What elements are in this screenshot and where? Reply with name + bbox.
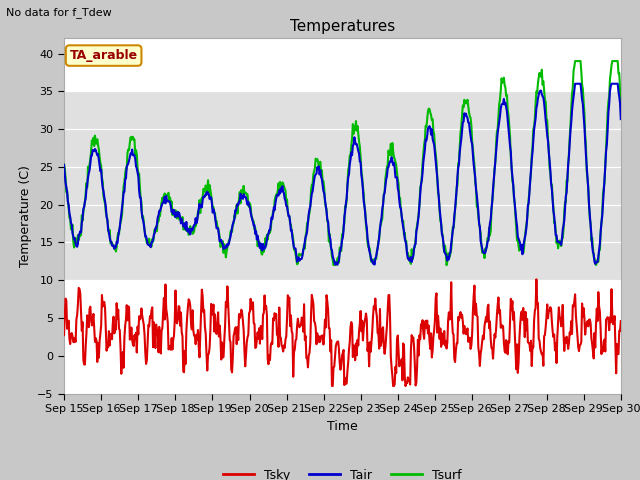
Text: TA_arable: TA_arable <box>70 49 138 62</box>
Legend: Tsky, Tair, Tsurf: Tsky, Tair, Tsurf <box>218 464 467 480</box>
Bar <box>64 91 621 280</box>
Text: No data for f_Tdew: No data for f_Tdew <box>6 7 112 18</box>
Y-axis label: Temperature (C): Temperature (C) <box>19 165 31 267</box>
Title: Temperatures: Temperatures <box>290 20 395 35</box>
X-axis label: Time: Time <box>327 420 358 432</box>
